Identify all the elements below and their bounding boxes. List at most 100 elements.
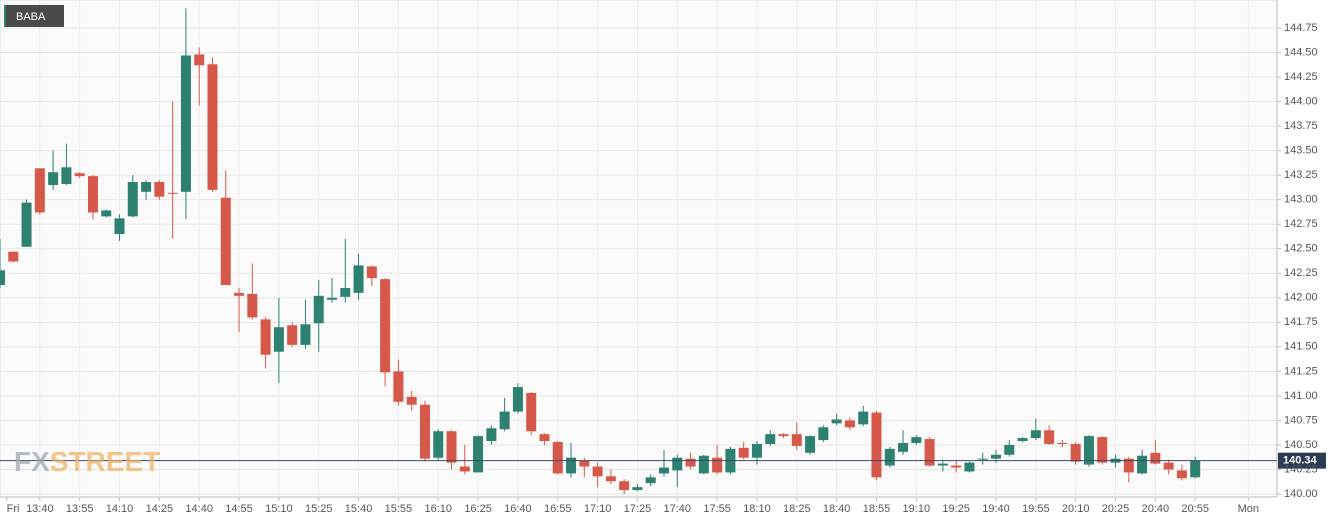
x-tick-label: 16:55	[544, 503, 572, 515]
candle-body	[114, 218, 125, 235]
candle-body	[87, 176, 98, 213]
y-tick-label: 143.25	[1284, 169, 1318, 181]
candle-body	[180, 55, 191, 192]
candle-body	[977, 458, 988, 460]
y-tick-label: 140.50	[1284, 439, 1318, 451]
title-box	[4, 5, 64, 27]
candle-body	[672, 457, 683, 471]
y-tick-label: 140.25	[1284, 463, 1318, 475]
candle-body	[486, 428, 497, 442]
candle-body	[592, 466, 603, 477]
y-tick-label: 144.00	[1284, 95, 1318, 107]
x-tick-label: 19:10	[903, 503, 931, 515]
x-tick-label: 20:25	[1102, 503, 1130, 515]
candle-body	[539, 434, 550, 442]
y-tick-label: 141.25	[1284, 365, 1318, 377]
candle-body	[1097, 437, 1108, 463]
candle-body	[473, 436, 484, 473]
x-tick-label: 19:55	[1022, 503, 1050, 515]
candle-body	[937, 463, 948, 466]
y-tick-label: 142.50	[1284, 243, 1318, 255]
x-tick-label: 14:55	[225, 503, 253, 515]
candle-body	[659, 467, 669, 474]
y-tick-label: 143.50	[1284, 145, 1318, 157]
candle-body	[871, 412, 882, 478]
x-tick-label: 20:40	[1142, 503, 1170, 515]
candle-body	[287, 325, 298, 345]
candle-body	[247, 293, 258, 318]
x-tick-label: 20:55	[1181, 503, 1209, 515]
candle-body	[300, 324, 311, 345]
candle-body	[366, 266, 377, 279]
candle-body	[924, 439, 935, 466]
labels: 140.00 140.25 140.50 140.75 141.00 141.25 141.…	[7, 22, 1318, 515]
candle-body	[141, 182, 152, 192]
candle-body	[791, 434, 802, 446]
x-tick-label: 18:55	[863, 503, 891, 515]
y-tick-label: 141.00	[1284, 390, 1318, 402]
candle-body	[751, 443, 762, 458]
chart-title: BABA	[16, 11, 46, 23]
candle-body	[619, 481, 630, 491]
candle-body	[154, 182, 165, 197]
candle-body	[446, 431, 457, 463]
candle-body	[805, 436, 816, 453]
candle-body	[778, 434, 789, 437]
y-tick-label: 142.25	[1284, 267, 1318, 279]
candle-body	[8, 251, 19, 262]
candle-body	[21, 202, 32, 247]
candle-body	[831, 419, 842, 424]
axis-panel	[1277, 0, 1340, 521]
candle-body	[858, 411, 869, 425]
candle-body	[526, 392, 537, 432]
candle-body	[61, 167, 72, 184]
x-tick-label: 18:10	[743, 503, 771, 515]
candle-body	[127, 182, 138, 217]
y-tick-label: 142.00	[1284, 292, 1318, 304]
candle-body	[380, 279, 391, 373]
candle-body	[406, 396, 417, 405]
candle-body	[194, 54, 205, 66]
x-tick-label: 16:10	[424, 503, 452, 515]
candle-body	[234, 292, 245, 296]
candle-body	[220, 197, 231, 286]
candle-body	[340, 287, 351, 297]
candle-body	[566, 457, 577, 474]
y-tick-label: 140.00	[1284, 488, 1318, 500]
watermark: FXSTREET	[14, 446, 160, 477]
candle-body	[844, 420, 855, 428]
y-tick-label: 141.50	[1284, 341, 1318, 353]
x-tick-label: Fri	[7, 503, 20, 515]
candle-body	[167, 192, 178, 194]
candle-body	[207, 64, 218, 190]
x-tick-label: 13:40	[26, 503, 54, 515]
candle-body	[632, 487, 643, 491]
candle-body	[579, 460, 590, 467]
candle-body	[1030, 430, 1041, 439]
x-tick-label: 18:25	[783, 503, 811, 515]
y-tick-label: 143.00	[1284, 194, 1318, 206]
candle-body	[1176, 470, 1187, 479]
candle-body	[991, 454, 1001, 459]
candle-body	[605, 476, 616, 482]
watermark-street: STREET	[50, 446, 160, 477]
candle-body	[552, 442, 563, 474]
candle-body	[0, 270, 5, 286]
candle-body	[1123, 458, 1134, 473]
x-tick-label: 17:40	[664, 503, 692, 515]
candle-body	[1137, 455, 1148, 474]
candle-body	[1163, 462, 1174, 470]
x-tick-label: 16:40	[504, 503, 532, 515]
x-tick-label: 18:40	[823, 503, 851, 515]
y-tick-label: 142.75	[1284, 218, 1318, 230]
candle-body	[48, 172, 59, 185]
candle-body	[512, 387, 523, 412]
candle-body	[818, 427, 829, 441]
y-tick-label: 143.75	[1284, 120, 1318, 132]
y-tick-label: 144.50	[1284, 46, 1318, 58]
last-price-box	[1278, 452, 1326, 469]
candle-body	[1083, 436, 1094, 465]
x-tick-label: 17:25	[624, 503, 652, 515]
candle-body	[765, 434, 776, 444]
